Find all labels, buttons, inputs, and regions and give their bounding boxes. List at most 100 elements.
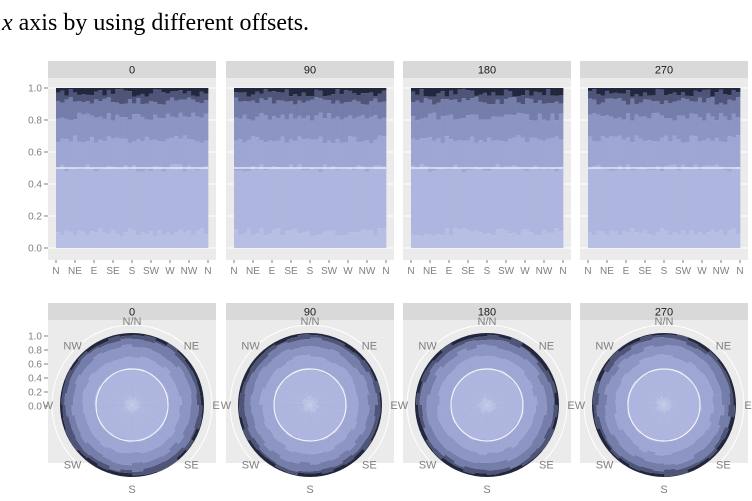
bar-segment	[182, 93, 188, 100]
polar-wedge	[487, 334, 500, 341]
polar-wedge	[657, 398, 664, 405]
bar-segment	[533, 88, 539, 92]
polar-wedge	[88, 372, 106, 388]
polar-wedge	[103, 376, 127, 400]
bar-segment	[123, 117, 129, 139]
polar-wedge	[310, 399, 312, 405]
polar-wedge	[62, 415, 72, 430]
polar-wedge	[86, 359, 101, 374]
polar-wedge	[254, 448, 266, 461]
bar-segment	[98, 169, 103, 229]
polar-wedge	[338, 449, 352, 462]
bar-segment	[161, 171, 167, 236]
bar-segment	[702, 120, 707, 141]
bar-segment	[98, 116, 103, 140]
bar-segment	[554, 95, 560, 102]
bar-segment	[314, 139, 319, 170]
bar-segment	[106, 113, 112, 137]
polar-wedge	[133, 409, 150, 439]
polar-wedge	[87, 345, 99, 354]
polar-wedge	[495, 398, 523, 406]
bar-segment	[72, 168, 78, 236]
bar-segment	[305, 138, 311, 171]
bar-segment	[655, 88, 661, 89]
polar-wedge	[597, 381, 608, 395]
polar-wedge	[310, 405, 316, 408]
polar-wedge	[181, 394, 192, 406]
bar-segment	[634, 232, 640, 248]
polar-wedge	[445, 348, 459, 362]
facet-strip-label: 270	[655, 307, 673, 319]
polar-wedge	[657, 400, 664, 405]
polar-wedge	[422, 404, 428, 417]
polar-wedge	[702, 353, 716, 367]
polar-wedge	[318, 405, 347, 412]
polar-wedge	[287, 374, 307, 399]
bar-segment	[499, 141, 505, 168]
bar-segment	[537, 100, 543, 114]
bar-segment	[115, 114, 120, 138]
bar-segment	[710, 229, 716, 248]
bar-segment	[512, 96, 517, 116]
bar-segment	[415, 235, 420, 248]
bar-segment	[191, 139, 196, 170]
polar-wedge	[607, 422, 621, 436]
bar-segment	[617, 98, 623, 118]
bar-segment	[157, 141, 162, 167]
x-tick-label: S	[129, 266, 136, 277]
polar-wedge	[131, 451, 143, 463]
bar-segment	[140, 104, 146, 117]
polar-wedge	[463, 411, 483, 437]
bar-segment	[638, 102, 644, 117]
bar-segment	[310, 120, 315, 140]
polar-wedge	[173, 374, 189, 389]
polar-wedge	[315, 393, 345, 405]
bar-segment	[186, 88, 192, 92]
bar-segment	[81, 88, 86, 94]
bar-segment	[495, 116, 501, 140]
bar-segment	[115, 137, 120, 169]
bar-segment	[77, 94, 82, 102]
polar-wedge	[309, 470, 322, 474]
bar-segment	[297, 233, 302, 248]
polar-wedge	[366, 382, 376, 395]
bar-segment	[293, 228, 298, 248]
bar-segment	[419, 164, 425, 236]
bar-segment	[533, 120, 539, 138]
bar-segment	[127, 228, 133, 248]
bar-segment	[731, 113, 737, 138]
bar-segment	[718, 229, 724, 248]
polar-wedge	[687, 337, 701, 346]
polar-wedge	[591, 404, 595, 418]
polar-wedge	[675, 334, 689, 343]
bar-segment	[250, 166, 256, 235]
polar-wedge	[273, 466, 286, 473]
bar-segment	[672, 135, 678, 165]
polar-wedge	[723, 405, 729, 417]
bar-segment	[672, 88, 678, 93]
polar-wedge	[727, 381, 733, 394]
polar-wedge	[487, 403, 496, 406]
bar-segment	[432, 88, 437, 97]
bar-segment	[85, 101, 91, 114]
bar-segment	[516, 235, 522, 248]
polar-wedge	[310, 337, 323, 348]
bar-segment	[106, 136, 112, 166]
caption-variable: x	[2, 10, 13, 36]
facet-strip-label: 0	[129, 65, 135, 77]
bar-segment	[465, 229, 471, 248]
bar-segment	[444, 88, 450, 97]
polar-wedge	[672, 406, 699, 418]
polar-wedge	[64, 429, 71, 441]
bar-segment	[195, 96, 200, 103]
polar-wedge	[94, 443, 107, 455]
polar-wedge	[119, 469, 132, 474]
polar-wedge	[96, 337, 109, 347]
bar-segment	[314, 89, 319, 98]
bar-segment	[621, 100, 627, 120]
bar-segment	[140, 116, 146, 141]
polar-wedge	[496, 459, 510, 470]
bar-segment	[415, 168, 420, 236]
polar-wedge	[475, 336, 488, 341]
